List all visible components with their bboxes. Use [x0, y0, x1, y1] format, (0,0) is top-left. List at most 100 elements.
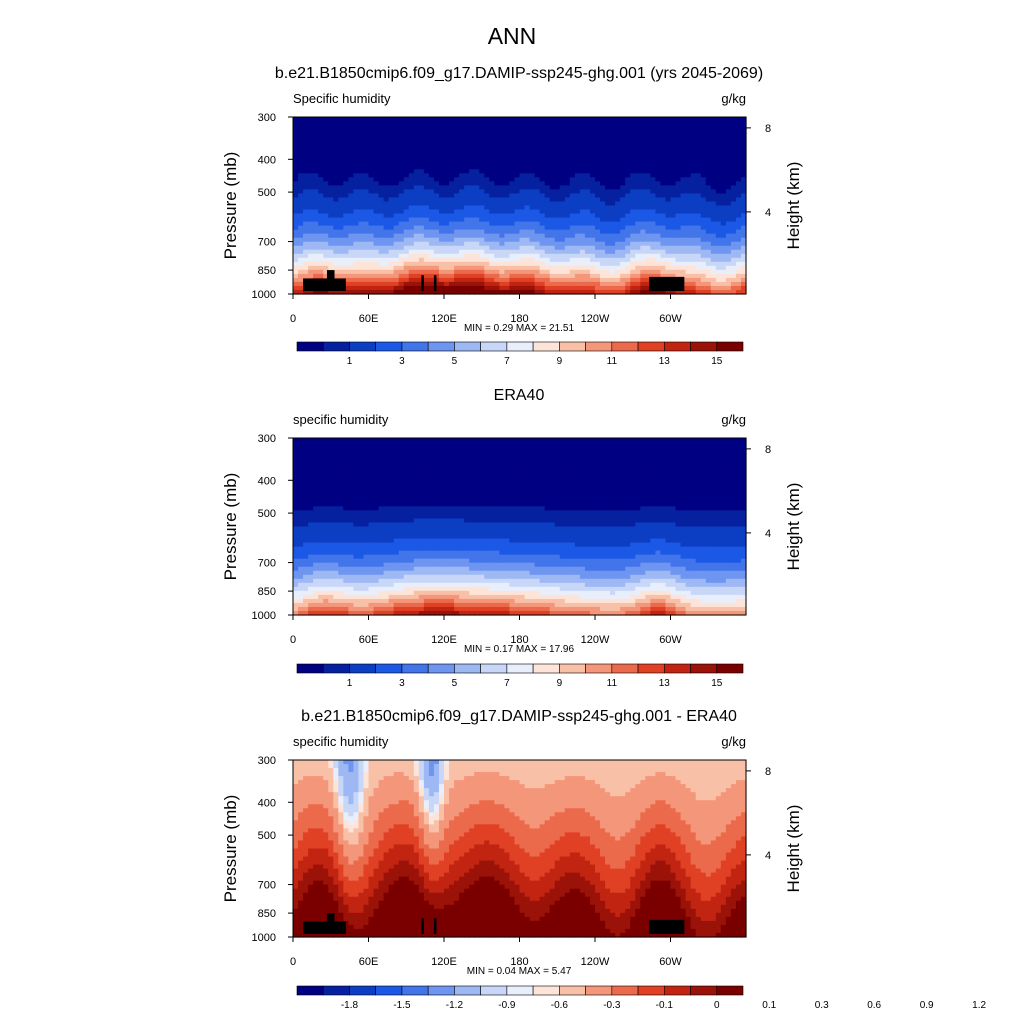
field-cell: [700, 474, 707, 479]
field-cell: [293, 281, 299, 287]
field-cell: [373, 470, 380, 475]
field-cell: [489, 141, 495, 146]
field-cell: [504, 474, 511, 479]
field-cell: [358, 141, 365, 146]
field-cell: [640, 149, 646, 154]
field-cell: [499, 153, 505, 158]
field-cell: [514, 189, 521, 195]
field-cell: [428, 225, 435, 231]
field-cell: [398, 209, 405, 215]
field-cell: [685, 125, 692, 130]
field-cell: [393, 169, 400, 174]
field-cell: [705, 185, 712, 191]
field-cell: [433, 165, 440, 170]
field-cell: [318, 117, 324, 122]
field-cell: [695, 217, 702, 223]
field-cell: [469, 273, 475, 279]
field-cell: [740, 233, 747, 239]
field-cell: [423, 161, 430, 166]
field-cell: [720, 193, 727, 199]
field-cell: [600, 470, 606, 475]
field-cell: [610, 454, 616, 459]
field-cell: [675, 213, 682, 219]
field-cell: [675, 117, 682, 122]
field-cell: [620, 289, 626, 295]
field-cell: [700, 169, 707, 174]
field-cell: [464, 474, 470, 479]
field-cell: [479, 450, 485, 455]
field-cell: [569, 213, 576, 219]
field-cell: [725, 165, 732, 170]
field-cell: [534, 229, 541, 235]
field-cell: [660, 261, 667, 267]
field-cell: [353, 193, 360, 199]
field-cell: [645, 458, 651, 463]
field-cell: [353, 185, 360, 191]
field-cell: [303, 149, 309, 154]
field-cell: [464, 169, 470, 174]
field-cell: [564, 225, 571, 231]
field-cell: [740, 454, 747, 459]
field-cell: [418, 209, 425, 215]
field-cell: [615, 249, 621, 255]
field-cell: [725, 257, 732, 263]
field-cell: [393, 281, 400, 287]
field-cell: [605, 454, 611, 459]
field-cell: [469, 233, 475, 239]
field-cell: [383, 217, 390, 223]
field-cell: [650, 153, 656, 158]
field-cell: [615, 269, 621, 275]
field-cell: [298, 213, 304, 219]
field-cell: [620, 201, 626, 207]
field-cell: [378, 153, 385, 158]
field-cell: [494, 157, 500, 162]
field-cell: [695, 181, 702, 186]
field-cell: [444, 133, 450, 138]
field-cell: [474, 153, 480, 158]
field-cell: [685, 289, 692, 295]
field-cell: [489, 470, 495, 475]
field-cell: [363, 181, 370, 186]
field-cell: [464, 261, 470, 267]
field-cell: [544, 237, 551, 243]
field-cell: [338, 217, 344, 223]
field-cell: [343, 221, 349, 227]
field-cell: [313, 185, 319, 191]
field-cell: [625, 125, 631, 130]
field-cell: [353, 181, 360, 186]
field-cell: [504, 265, 511, 271]
field-cell: [680, 225, 687, 231]
field-cell: [635, 165, 641, 170]
field-cell: [534, 177, 541, 182]
field-cell: [293, 289, 299, 295]
field-cell: [428, 205, 435, 211]
field-cell: [554, 165, 561, 170]
field-cell: [504, 245, 511, 251]
field-cell: [408, 442, 415, 447]
field-cell: [303, 261, 309, 267]
field-cell: [363, 169, 370, 174]
field-cell: [534, 161, 541, 166]
field-cell: [423, 185, 430, 191]
field-cell: [635, 189, 641, 195]
field-cell: [574, 285, 581, 291]
field-cell: [313, 193, 319, 199]
field-cell: [293, 169, 299, 174]
field-cell: [615, 185, 621, 191]
field-cell: [383, 121, 390, 126]
field-cell: [645, 117, 651, 122]
field-cell: [730, 177, 737, 182]
field-cell: [484, 253, 490, 259]
field-cell: [665, 133, 672, 138]
field-cell: [549, 165, 556, 170]
field-cell: [730, 213, 737, 219]
field-cell: [685, 197, 692, 203]
field-cell: [474, 237, 480, 243]
field-cell: [700, 209, 707, 215]
field-cell: [564, 470, 571, 475]
field-cell: [559, 149, 566, 154]
field-cell: [544, 225, 551, 231]
field-cell: [529, 157, 536, 162]
field-cell: [740, 458, 747, 463]
field-cell: [720, 277, 727, 283]
